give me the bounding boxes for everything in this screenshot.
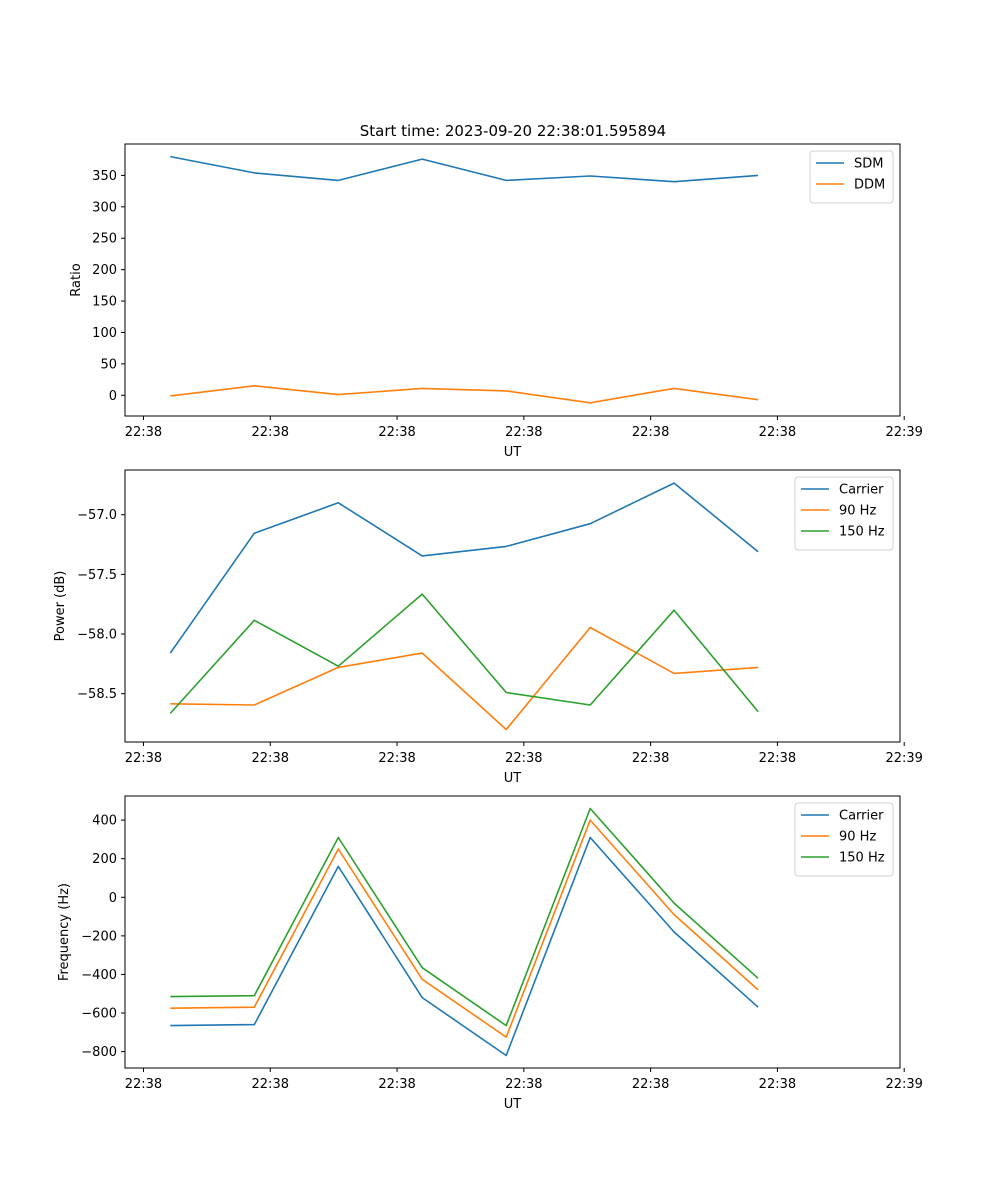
y-tick-label: −57.5 (77, 568, 117, 583)
y-tick-label: 50 (100, 357, 117, 372)
series-line-carrier (170, 836, 759, 1057)
series-line-90-hz (170, 626, 759, 731)
y-tick-label: 0 (109, 389, 117, 404)
axes-frame (124, 795, 901, 1069)
series-line-ddm (170, 384, 759, 404)
y-tick-label: −57.0 (77, 508, 117, 523)
y-axis-label: Power (dB) (53, 571, 68, 642)
axes-frame (124, 469, 901, 743)
y-tick-label: −600 (81, 1007, 117, 1022)
y-tick-label: −200 (81, 929, 117, 944)
y-axis-label: Ratio (69, 263, 84, 296)
subplot-power: 22:38 22:38 22:38 22:38 22:38 22:38 22:39 −58.5… (53, 469, 923, 786)
y-tick-label: 0 (109, 891, 117, 906)
legend: Carrier 90 Hz 150 Hz (794, 476, 894, 551)
x-tick-label: 22:39 (885, 1077, 922, 1092)
y-tick-label: −58.0 (77, 628, 117, 643)
legend-label: 150 Hz (839, 851, 885, 866)
x-tick-label: 22:38 (378, 1077, 415, 1092)
y-tick-label: 400 (92, 814, 117, 829)
series-line-90-hz (170, 819, 759, 1038)
y-tick-label: −400 (81, 968, 117, 983)
legend-label: Carrier (839, 483, 884, 498)
x-tick-label: 22:38 (632, 751, 669, 766)
x-tick-label: 22:38 (378, 425, 415, 440)
x-tick-label: 22:38 (252, 751, 289, 766)
series-line-150-hz (169, 593, 759, 714)
legend-box (809, 150, 894, 204)
axes-frame (124, 143, 901, 417)
legend-label: Carrier (839, 809, 884, 824)
y-axis-label: Frequency (Hz) (57, 883, 72, 981)
legend-label: SDM (854, 157, 883, 172)
x-tick-label: 22:38 (378, 751, 415, 766)
x-tick-label: 22:38 (632, 1077, 669, 1092)
y-tick-label: 150 (92, 295, 117, 310)
series-line-carrier (169, 482, 759, 654)
x-tick-label: 22:38 (252, 425, 289, 440)
legend-label: 90 Hz (839, 504, 876, 519)
x-tick-label: 22:38 (759, 751, 796, 766)
y-tick-label: 250 (92, 232, 117, 247)
x-tick-label: 22:38 (632, 425, 669, 440)
x-tick-label: 22:39 (885, 751, 922, 766)
legend-label: 150 Hz (839, 525, 885, 540)
x-tick-label: 22:38 (125, 425, 162, 440)
x-tick-label: 22:38 (759, 1077, 796, 1092)
legend-label: 90 Hz (839, 830, 876, 845)
series-line-150-hz (170, 807, 759, 1027)
x-tick-label: 22:38 (759, 425, 796, 440)
y-tick-label: 300 (92, 200, 117, 215)
y-tick-label: 200 (92, 263, 117, 278)
x-tick-label: 22:38 (125, 1077, 162, 1092)
y-tick-label: 350 (92, 169, 117, 184)
x-tick-label: 22:38 (505, 1077, 542, 1092)
series-line-sdm (170, 155, 759, 183)
y-tick-label: −800 (81, 1045, 117, 1060)
legend: Carrier 90 Hz 150 Hz (794, 802, 894, 877)
y-tick-label: 200 (92, 852, 117, 867)
x-tick-label: 22:38 (505, 425, 542, 440)
x-tick-label: 22:38 (252, 1077, 289, 1092)
x-tick-label: 22:38 (125, 751, 162, 766)
x-axis-label: UT (504, 771, 522, 786)
subplot-ratio: 22:38 22:38 22:38 22:38 22:38 22:38 22:39 0 50 10… (69, 143, 923, 460)
x-tick-label: 22:39 (885, 425, 922, 440)
subplot-frequency: 22:38 22:38 22:38 22:38 22:38 22:38 22:39 −800 −… (57, 795, 923, 1112)
x-tick-label: 22:38 (505, 751, 542, 766)
x-axis-label: UT (504, 1097, 522, 1112)
legend: SDM DDM (809, 150, 894, 204)
x-axis-label: UT (504, 445, 522, 460)
y-tick-label: 100 (92, 326, 117, 341)
y-tick-label: −58.5 (77, 687, 117, 702)
figure-title: Start time: 2023-09-20 22:38:01.595894 (360, 122, 666, 140)
legend-label: DDM (854, 178, 885, 193)
